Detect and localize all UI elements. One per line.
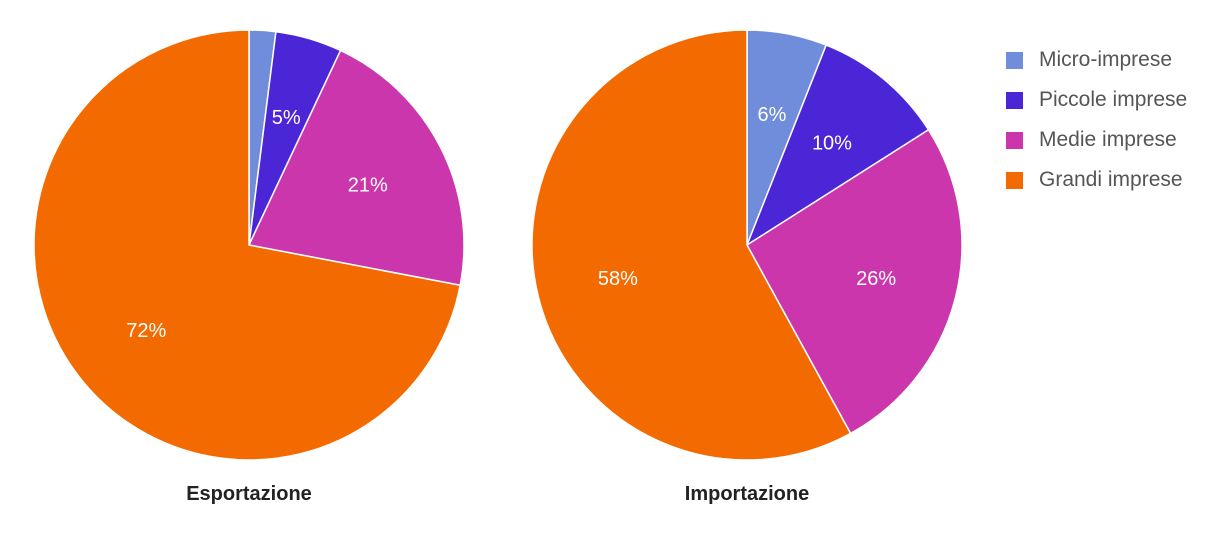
- legend-item-grandi[interactable]: Grandi imprese: [1006, 160, 1187, 200]
- legend-swatch: [1006, 91, 1023, 109]
- legend-label: Piccole imprese: [1039, 88, 1188, 111]
- pie-importazione: 6% 10% 26% 58% Importazione: [531, 29, 963, 505]
- pie-esportazione: 5% 21% 72% Esportazione: [33, 29, 465, 505]
- slice-label: 5%: [272, 107, 301, 129]
- legend-item-micro[interactable]: Micro-imprese: [1006, 40, 1187, 80]
- pie-slice[interactable]: [247, 49, 465, 287]
- slice-label: 10%: [812, 132, 852, 154]
- chart-title: Esportazione: [186, 483, 312, 505]
- slice-label: 6%: [758, 104, 787, 126]
- slice-label: 72%: [126, 320, 166, 342]
- legend-item-medie[interactable]: Medie imprese: [1006, 120, 1187, 160]
- chart-title: Importazione: [685, 483, 809, 505]
- legend-item-piccole[interactable]: Piccole imprese: [1006, 80, 1187, 120]
- legend-label: Micro-imprese: [1039, 48, 1173, 71]
- slice-label: 26%: [856, 268, 896, 290]
- legend-label: Medie imprese: [1039, 128, 1177, 151]
- legend: Micro-imprese Piccole imprese Medie impr…: [1006, 40, 1187, 200]
- legend-label: Grandi imprese: [1039, 168, 1183, 191]
- pie-slice[interactable]: [531, 29, 852, 461]
- pie-slice[interactable]: [33, 29, 462, 461]
- legend-swatch: [1006, 131, 1023, 149]
- pie-slice[interactable]: [745, 44, 930, 247]
- legend-swatch: [1006, 51, 1023, 69]
- pie-slice[interactable]: [746, 128, 963, 435]
- slice-label: 58%: [598, 268, 638, 290]
- slice-label: 21%: [348, 174, 388, 196]
- legend-swatch: [1006, 171, 1023, 189]
